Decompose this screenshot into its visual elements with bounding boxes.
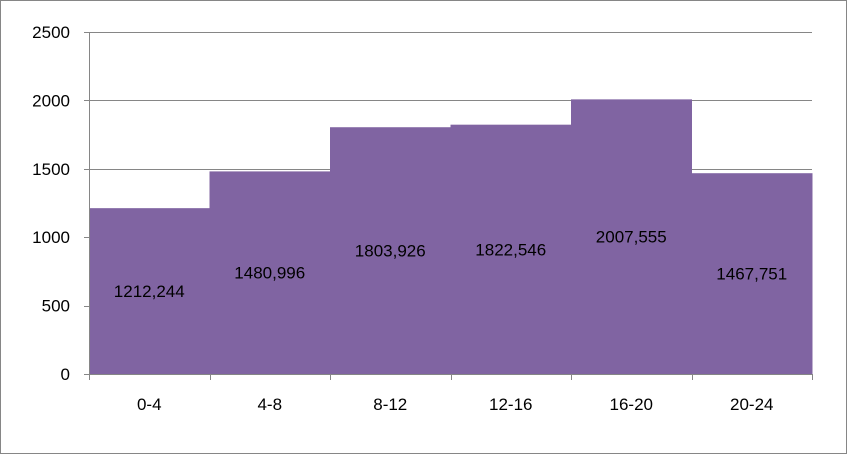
x-tick-label: 0-4 — [137, 395, 162, 414]
bar — [450, 124, 572, 374]
y-tick-label: 2500 — [32, 23, 70, 42]
y-tick-label: 2000 — [32, 91, 70, 110]
bars — [89, 99, 813, 374]
bar — [691, 173, 813, 374]
data-label: 1467,751 — [716, 265, 787, 284]
y-tick-label: 0 — [61, 365, 70, 384]
bar — [89, 208, 210, 374]
x-tick-label: 12-16 — [489, 395, 532, 414]
x-tick-label: 8-12 — [373, 395, 407, 414]
bar — [209, 171, 331, 374]
y-tick-label: 500 — [42, 297, 70, 316]
x-tick-label: 16-20 — [610, 395, 653, 414]
data-label: 1803,926 — [355, 242, 426, 261]
y-tick-label: 1500 — [32, 160, 70, 179]
data-label: 1212,244 — [114, 282, 185, 301]
bar — [571, 99, 692, 374]
data-label: 2007,555 — [596, 228, 667, 247]
x-tick-label: 4-8 — [257, 395, 282, 414]
bar — [330, 127, 451, 374]
data-label: 1822,546 — [475, 240, 546, 259]
y-tick-label: 1000 — [32, 228, 70, 247]
x-tick-label: 20-24 — [730, 395, 773, 414]
axes — [84, 32, 813, 380]
data-label: 1480,996 — [234, 264, 305, 283]
labels: 0 500 1000 1500 2000 2500 0-4 4-8 8-12 12-16 16-20… — [32, 23, 787, 414]
